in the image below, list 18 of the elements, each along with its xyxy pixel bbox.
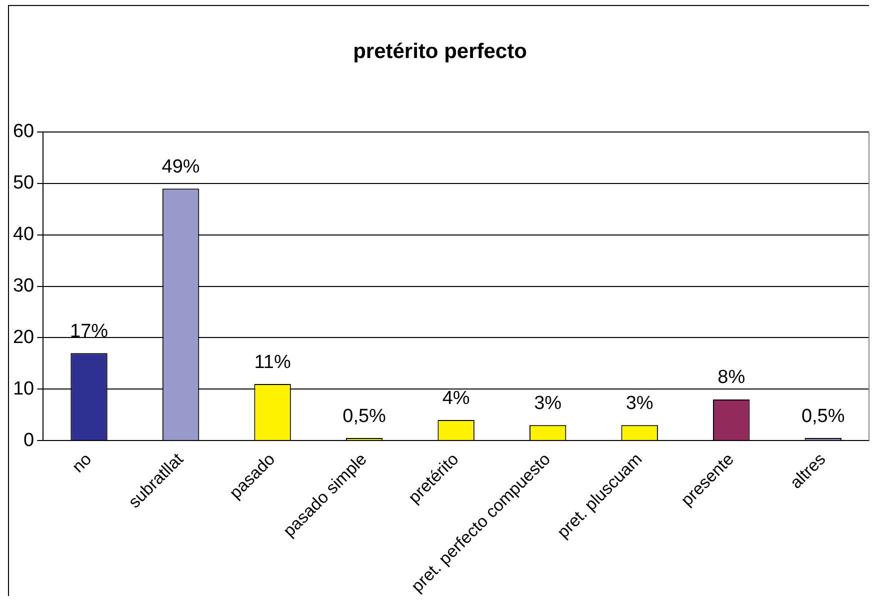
data-label: 17%	[70, 320, 108, 342]
y-tick-label: 0	[24, 430, 34, 451]
data-label: 4%	[442, 388, 470, 409]
data-label: 49%	[162, 156, 200, 178]
y-tick-label: 40	[12, 224, 34, 246]
y-tick-label: 30	[12, 276, 34, 297]
data-label: 0,5%	[801, 406, 845, 427]
x-tick-label: no	[68, 450, 96, 476]
data-label: 3%	[626, 392, 654, 414]
y-tick-label: 10	[12, 378, 34, 400]
data-label: 0,5%	[342, 406, 386, 427]
data-label: 11%	[254, 352, 291, 373]
data-label: 8%	[718, 367, 746, 388]
data-label: 3%	[534, 392, 562, 414]
y-tick-label: 20	[12, 326, 34, 348]
y-tick-label: 50	[12, 172, 34, 194]
y-tick-label: 60	[12, 121, 34, 142]
chart-title: pretérito perfecto	[352, 40, 528, 64]
